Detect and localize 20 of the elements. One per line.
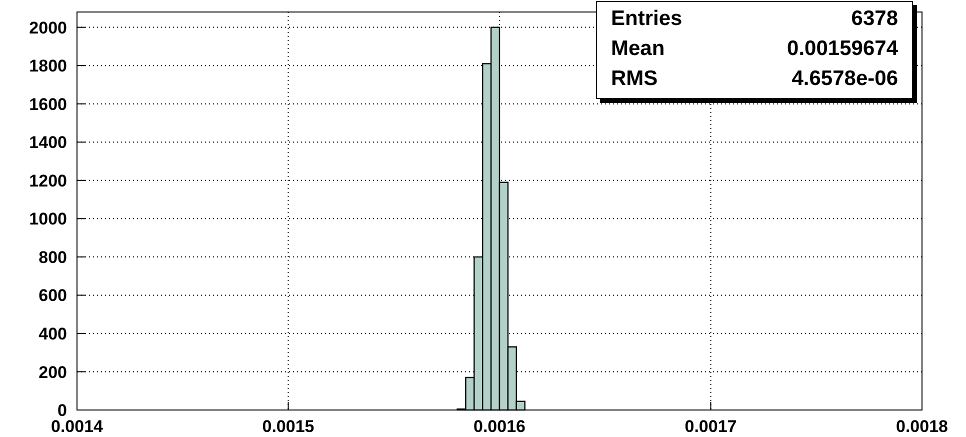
x-tick-label: 0.0018 (896, 417, 948, 436)
y-tick-label: 400 (38, 324, 67, 344)
annotation: Mean (611, 36, 665, 62)
y-tick-label: 1600 (29, 94, 67, 114)
annotation: 6378 (851, 6, 898, 32)
annotation: 4.6578e-06 (792, 66, 898, 92)
y-tick-label: 800 (38, 248, 67, 267)
x-tick-label: 0.0016 (474, 417, 526, 436)
annotation: 0.00159674 (787, 36, 898, 62)
y-tick-label: 600 (38, 286, 67, 306)
y-tick-label: 2000 (29, 18, 67, 38)
x-tick-label: 0.0017 (684, 417, 737, 436)
annotation: RMS (611, 66, 658, 92)
y-tick-label: 1000 (29, 210, 67, 229)
x-tick-label: 0.0015 (262, 417, 314, 436)
annotation: Entries (611, 6, 682, 32)
y-tick-label: 1200 (29, 171, 67, 190)
y-tick-label: 1400 (29, 133, 67, 152)
y-tick-label: 200 (38, 362, 67, 382)
y-tick-label: 1800 (29, 56, 67, 76)
